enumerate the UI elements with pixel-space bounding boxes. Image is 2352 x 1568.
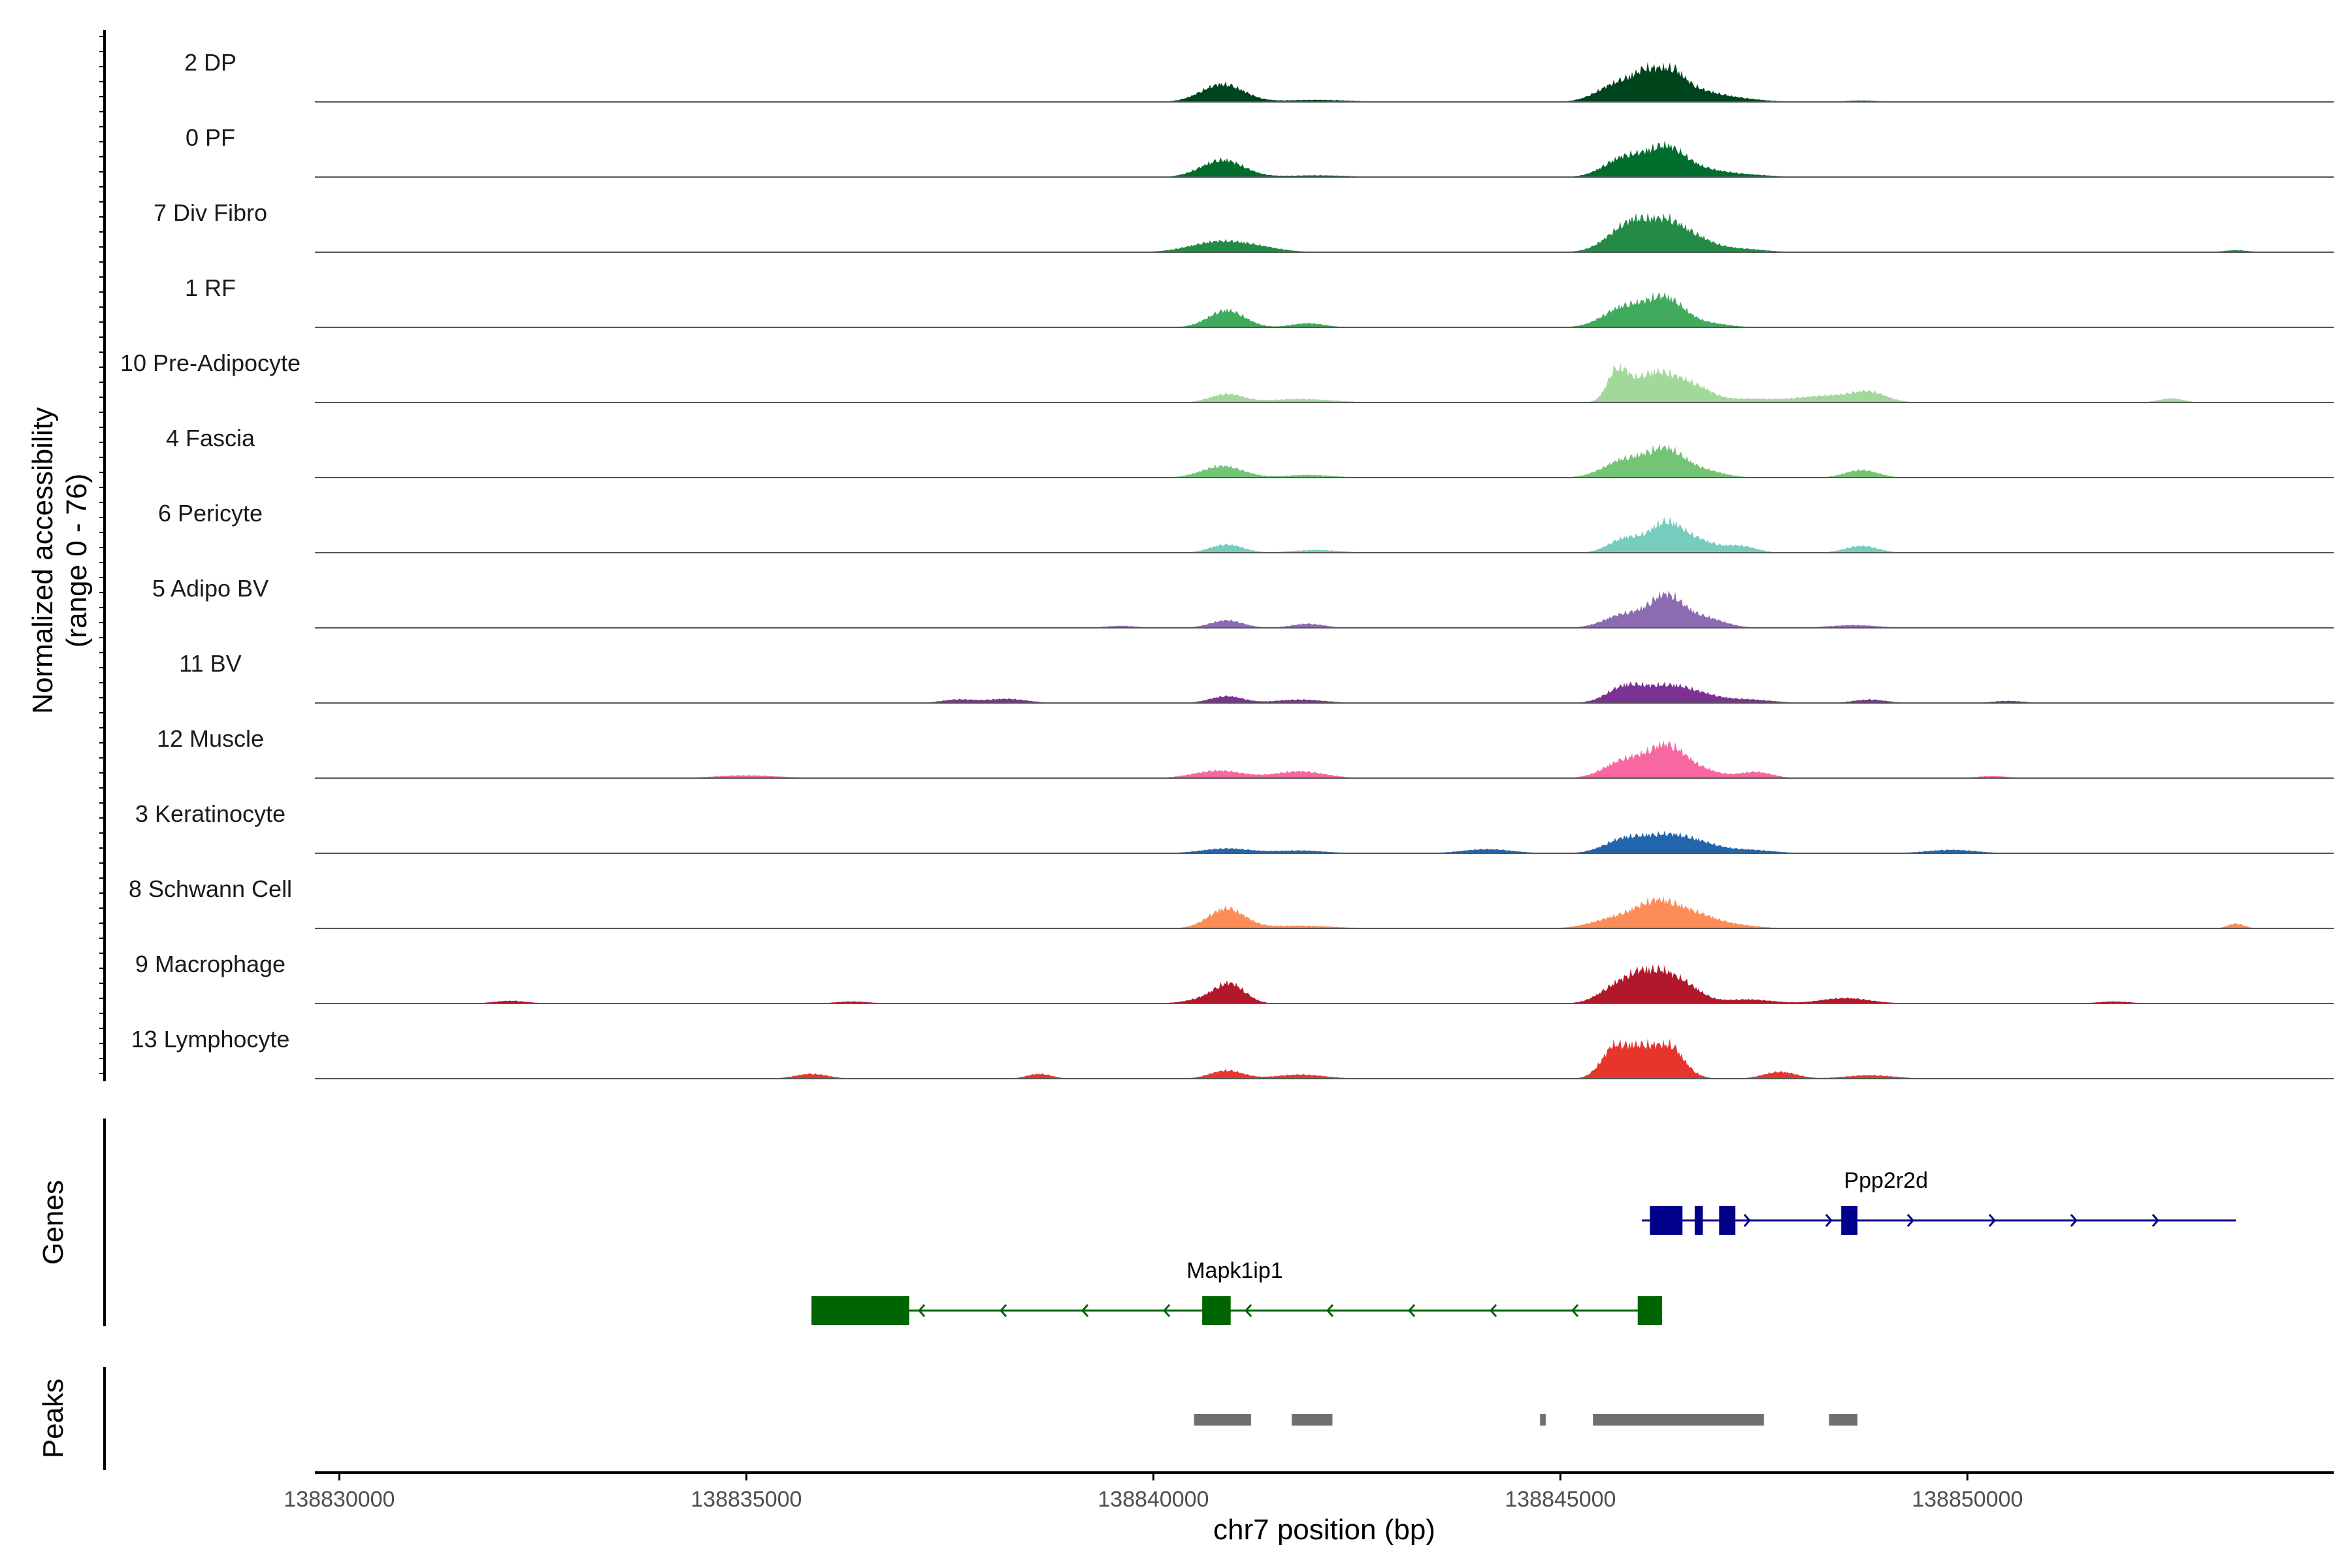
y-axis-ticks [99,36,105,1074]
y-axis-title-range: (range 0 - 76) [61,474,93,648]
track-7: 5 Adipo BV [152,575,2334,629]
strand-arrow [1825,1214,1833,1227]
strand-arrow [1906,1214,1914,1227]
track-9: 12 Muscle [157,725,2334,779]
y-axis-title: Normalized accessibility [27,407,59,713]
peaks-panel-label: Peaks [37,1379,69,1458]
track-label: 4 Fascia [166,425,255,451]
track-6: 6 Pericyte [158,500,2334,553]
strand-arrow [1988,1214,1996,1227]
x-tick-label: 138840000 [1098,1487,1209,1512]
strand-arrow [1743,1214,1751,1227]
genes-panel: Genes Ppp2r2d Mapk1ip1 [37,1119,2236,1326]
peak-region [1194,1414,1251,1426]
track-1: 0 PF [186,124,2334,178]
track-label: 1 RF [185,274,236,301]
exon [1841,1206,1858,1235]
strand-arrow [2151,1214,2159,1227]
exon [1202,1296,1231,1325]
genes-panel-label: Genes [37,1180,69,1265]
peak-regions [1194,1414,1858,1426]
peak-region [1829,1414,1858,1426]
gene-label: Ppp2r2d [1844,1168,1928,1193]
track-label: 8 Schwann Cell [129,875,292,902]
x-tick-label: 138845000 [1505,1487,1616,1512]
x-axis-ticks: 138830000 138835000 138840000 138845000 1388… [284,1473,2023,1512]
strand-arrow [1408,1304,1416,1317]
track-4: 10 Pre-Adipocyte [120,350,2334,403]
x-tick-label: 138850000 [1912,1487,2023,1512]
track-label: 10 Pre-Adipocyte [120,350,301,376]
track-11: 8 Schwann Cell [129,875,2334,929]
track-label: 5 Adipo BV [152,575,269,602]
track-label: 3 Keratinocyte [135,800,286,827]
x-tick-label: 138835000 [691,1487,802,1512]
track-13: 13 Lymphocyte [131,1026,2334,1079]
y-axis [99,30,106,1081]
x-axis: 138830000 138835000 138840000 138845000 1388… [284,1471,2334,1512]
track-label: 7 Div Fibro [154,199,267,226]
track-label: 0 PF [186,124,235,151]
strand-arrow [918,1304,926,1317]
strand-arrow [1081,1304,1089,1317]
gene-Ppp2r2d: Ppp2r2d [1641,1168,2236,1235]
strand-arrow [1000,1304,1007,1317]
track-8: 11 BV [179,650,2334,704]
exon [1637,1296,1663,1325]
exon [1694,1206,1703,1235]
track-label: 6 Pericyte [158,500,263,527]
track-12: 9 Macrophage [135,951,2334,1004]
track-label: 11 BV [179,650,241,677]
track-5: 4 Fascia [166,425,2334,478]
track-0: 2 DP [184,49,2334,103]
peak-region [1540,1414,1546,1426]
exon [1719,1206,1736,1235]
peaks-panel: Peaks [37,1367,1858,1470]
track-10: 3 Keratinocyte [135,800,2334,854]
peak-region [1292,1414,1333,1426]
track-label: 12 Muscle [157,725,264,752]
track-label: 13 Lymphocyte [131,1026,290,1053]
strand-arrow [1571,1304,1579,1317]
gene-Mapk1ip1: Mapk1ip1 [811,1258,1663,1325]
strand-arrow [1245,1304,1252,1317]
strand-arrow [1163,1304,1171,1317]
exon [1650,1206,1683,1235]
track-label: 2 DP [184,49,237,76]
accessibility-tracks: 2 DP 0 PF 7 Div Fibro 1 RF 10 Pre-Adipocyte 4… [120,49,2334,1079]
gene-label: Mapk1ip1 [1186,1258,1282,1283]
track-2: 7 Div Fibro [154,199,2334,253]
track-3: 1 RF [185,274,2334,328]
strand-arrow [1326,1304,1334,1317]
x-axis-title: chr7 position (bp) [1213,1514,1435,1546]
x-tick-label: 138830000 [284,1487,395,1512]
exon [811,1296,909,1325]
peak-region [1593,1414,1764,1426]
strand-arrow [2070,1214,2078,1227]
gene-models: Ppp2r2d Mapk1ip1 [811,1168,2236,1325]
track-label: 9 Macrophage [135,951,286,977]
strand-arrow [1490,1304,1497,1317]
